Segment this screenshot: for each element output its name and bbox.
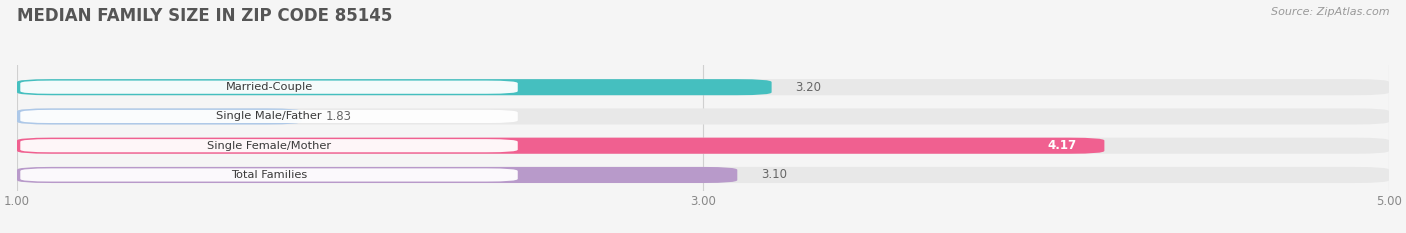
Text: Single Female/Mother: Single Female/Mother [207, 141, 330, 151]
FancyBboxPatch shape [20, 81, 517, 94]
Text: Total Families: Total Families [231, 170, 307, 180]
Text: 1.83: 1.83 [326, 110, 352, 123]
Text: Married-Couple: Married-Couple [225, 82, 312, 92]
FancyBboxPatch shape [20, 139, 517, 152]
FancyBboxPatch shape [17, 108, 1389, 124]
FancyBboxPatch shape [20, 168, 517, 182]
FancyBboxPatch shape [17, 79, 1389, 95]
FancyBboxPatch shape [17, 167, 737, 183]
Text: 3.20: 3.20 [796, 81, 821, 94]
FancyBboxPatch shape [17, 108, 302, 124]
FancyBboxPatch shape [20, 110, 517, 123]
FancyBboxPatch shape [17, 167, 1389, 183]
Text: 3.10: 3.10 [761, 168, 787, 182]
FancyBboxPatch shape [17, 138, 1104, 154]
FancyBboxPatch shape [17, 138, 1389, 154]
Text: MEDIAN FAMILY SIZE IN ZIP CODE 85145: MEDIAN FAMILY SIZE IN ZIP CODE 85145 [17, 7, 392, 25]
Text: 4.17: 4.17 [1047, 139, 1077, 152]
Text: Single Male/Father: Single Male/Father [217, 111, 322, 121]
Text: Source: ZipAtlas.com: Source: ZipAtlas.com [1271, 7, 1389, 17]
FancyBboxPatch shape [17, 79, 772, 95]
